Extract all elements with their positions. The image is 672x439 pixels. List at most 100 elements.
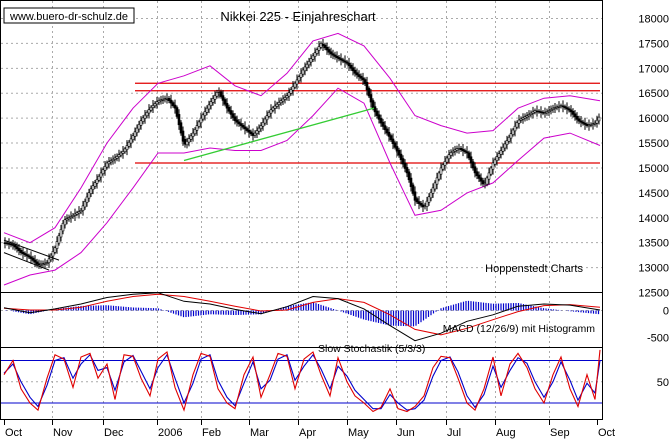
price-body: [403, 162, 407, 169]
price-body: [435, 177, 439, 185]
price-body: [333, 54, 337, 57]
price-body: [349, 64, 353, 69]
price-body: [311, 55, 315, 60]
price-body: [229, 110, 233, 115]
chart-title: Nikkei 225 - Einjahreschart: [220, 9, 376, 24]
price-body: [181, 130, 185, 142]
macd-line: [3, 292, 601, 342]
price-body: [293, 82, 297, 88]
price-body: [201, 114, 205, 120]
price-body: [275, 103, 279, 107]
price-body: [143, 114, 147, 119]
price-body: [531, 111, 535, 114]
price-body: [117, 154, 121, 158]
price-body: [415, 198, 419, 203]
price-body: [45, 262, 49, 264]
price-body: [447, 154, 451, 160]
price-body: [359, 75, 363, 79]
y-tick-label: 16500: [638, 88, 669, 100]
price-body: [205, 107, 209, 113]
macd-tick-label: -500: [647, 333, 669, 345]
price-body: [133, 131, 137, 137]
price-body: [569, 109, 573, 113]
price-body: [345, 61, 349, 64]
price-body: [3, 242, 7, 244]
price-body: [167, 98, 171, 101]
price-body: [147, 109, 151, 114]
price-body: [479, 177, 483, 182]
price-body: [149, 106, 153, 111]
price-body: [581, 121, 585, 124]
y-tick-label: 14500: [638, 188, 669, 200]
price-body: [115, 156, 119, 159]
price-body: [217, 92, 221, 94]
price-body: [55, 241, 59, 249]
price-body: [571, 110, 575, 115]
price-body: [549, 108, 553, 111]
price-body: [317, 46, 321, 51]
price-body: [545, 111, 549, 114]
price-body: [131, 135, 135, 141]
x-tick-label: Sep: [550, 427, 570, 439]
price-body: [389, 135, 393, 141]
price-body: [69, 216, 73, 219]
price-body: [215, 91, 219, 97]
price-body: [481, 180, 485, 185]
price-body: [273, 105, 277, 109]
price-body: [203, 111, 207, 116]
price-body: [289, 89, 293, 94]
price-body: [351, 67, 355, 72]
macd-tick-label: 0: [663, 306, 669, 318]
price-body: [463, 150, 467, 153]
price-body: [291, 86, 295, 91]
x-tick-label: Apr: [299, 427, 316, 439]
price-body: [383, 125, 387, 131]
price-body: [473, 166, 477, 174]
price-body: [547, 110, 551, 113]
price-body: [441, 164, 445, 170]
x-tick-label: Jul: [447, 427, 461, 439]
price-body: [179, 122, 183, 134]
axes: 12500 13000 13500 14000 14500 15000 15500 16000…: [4, 14, 669, 439]
uptrend-line: [183, 107, 375, 162]
price-body: [105, 162, 109, 168]
price-body: [195, 125, 199, 131]
price-body: [113, 157, 117, 160]
price-body: [335, 55, 339, 59]
price-body: [513, 125, 517, 132]
price-body: [125, 145, 129, 150]
price-body: [17, 248, 21, 252]
price-body: [297, 76, 301, 82]
price-body: [77, 211, 81, 214]
price-body: [103, 165, 107, 171]
x-tick-label: Oct: [598, 427, 615, 439]
downtrend-channel-line: [3, 252, 50, 271]
price-body: [551, 107, 555, 110]
price-body: [379, 118, 383, 124]
price-body: [29, 256, 33, 259]
price-body: [79, 209, 83, 213]
price-body: [515, 122, 519, 128]
price-body: [593, 122, 597, 125]
price-body: [241, 124, 245, 128]
price-body: [63, 219, 67, 226]
price-body: [339, 58, 343, 61]
price-body: [161, 99, 165, 101]
price-body: [187, 138, 191, 143]
price-body: [377, 114, 381, 120]
price-body: [23, 253, 27, 256]
price-body: [87, 192, 91, 199]
price-body: [145, 112, 149, 117]
price-body: [465, 151, 469, 154]
downtrend-channel-line: [3, 239, 60, 261]
price-body: [411, 184, 415, 194]
price-body: [225, 103, 229, 109]
price-body: [523, 116, 527, 119]
price-body: [51, 251, 55, 257]
price-body: [357, 74, 361, 77]
price-body: [409, 177, 413, 187]
price-body: [111, 158, 115, 162]
price-body: [367, 88, 371, 97]
x-tick-label: May: [348, 427, 369, 439]
price-body: [387, 131, 391, 137]
